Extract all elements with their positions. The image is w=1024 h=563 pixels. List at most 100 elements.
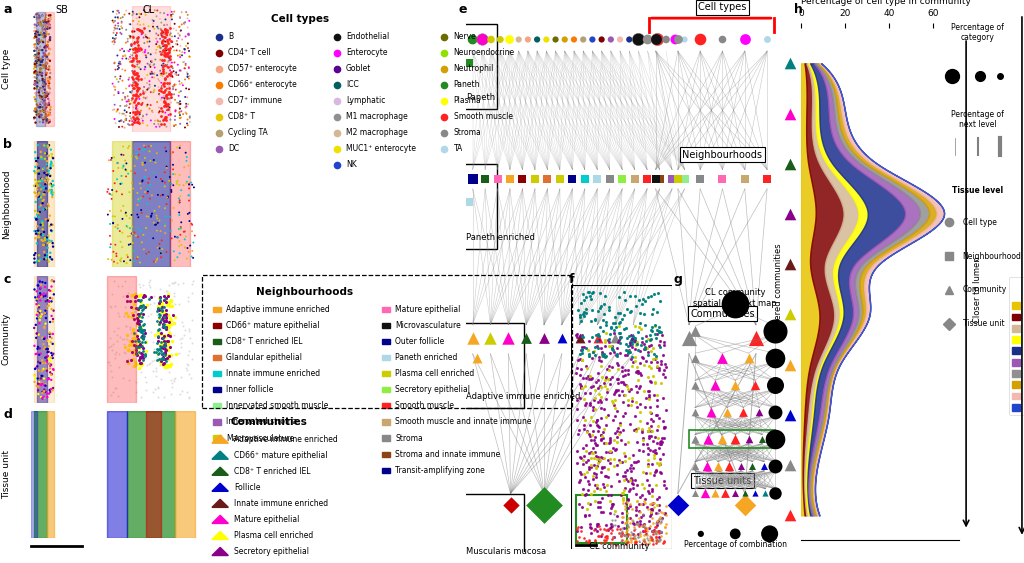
Point [106,178,123,187]
Point [42,171,58,180]
Point [150,383,166,392]
Bar [457,24,498,109]
Point [41,297,57,306]
Point [110,13,126,22]
Point [647,175,664,184]
Point [39,366,55,375]
Point [181,85,198,94]
Point [31,330,47,339]
Point [158,337,174,346]
Point [42,35,58,44]
Point [123,96,139,105]
Point [176,64,193,73]
Point [781,159,798,168]
Point [41,15,57,24]
Point [129,88,145,97]
Polygon shape [212,435,228,443]
Point [151,303,167,312]
Point [37,104,53,113]
Point [29,329,45,338]
Text: Cycling TA: Cycling TA [228,128,268,137]
Point [45,161,61,170]
Point [160,192,176,201]
Point [134,145,151,154]
Point [142,88,159,97]
Point [38,61,54,70]
Point [31,256,47,265]
Point [150,190,166,199]
Point [165,181,181,190]
Point [122,231,138,240]
Point [177,64,194,73]
Point [137,62,154,72]
Point [142,62,159,72]
Point [34,69,50,78]
Point [126,299,142,308]
Point [26,323,42,332]
Point [42,253,58,262]
Point [42,23,58,32]
Point [129,37,145,46]
Text: Neuroendocrine: Neuroendocrine [454,48,515,57]
Point [152,348,168,358]
Point [29,73,45,82]
Point [124,72,140,81]
Point [181,208,198,217]
Point [129,335,145,344]
Point [31,55,47,64]
Point [146,60,163,69]
Point [136,6,153,15]
Point [116,161,132,170]
Point [161,70,177,79]
Point [145,73,162,82]
Point [28,12,44,21]
Point [33,111,49,120]
Point [33,148,49,157]
Point [114,24,130,33]
Text: Percentage of
category: Percentage of category [951,23,1005,42]
Point [123,99,139,108]
Point [159,309,175,318]
Point [117,95,133,104]
Point [130,35,146,44]
Point [128,102,144,111]
Point [36,190,52,199]
Point [143,293,160,302]
Point [34,217,50,226]
Point [759,35,775,44]
Point [155,342,171,351]
Point [134,334,151,343]
Point [153,175,169,184]
Point [41,169,57,178]
Point [125,24,141,33]
Point [155,55,171,64]
Point [134,334,151,343]
Point [146,116,163,125]
Point [134,99,151,108]
Point [181,393,198,402]
Point [135,230,152,239]
Point [106,34,123,43]
Point [122,240,138,249]
Point [133,30,150,39]
Point [128,348,144,357]
Point [160,339,176,348]
Point [183,288,200,297]
Bar [37,141,47,267]
Point [104,37,121,46]
Point [32,83,48,92]
Point [115,374,131,383]
Point [32,20,48,29]
Point [157,28,173,37]
Point [166,375,182,384]
Point [148,149,165,158]
Point [35,52,51,61]
Point [115,88,131,97]
Point [157,108,173,117]
Point [125,311,141,320]
Point [34,21,50,30]
Point [176,330,193,339]
Point [33,185,49,194]
Text: Adaptive immune enriched: Adaptive immune enriched [466,392,581,401]
Point [32,276,48,285]
